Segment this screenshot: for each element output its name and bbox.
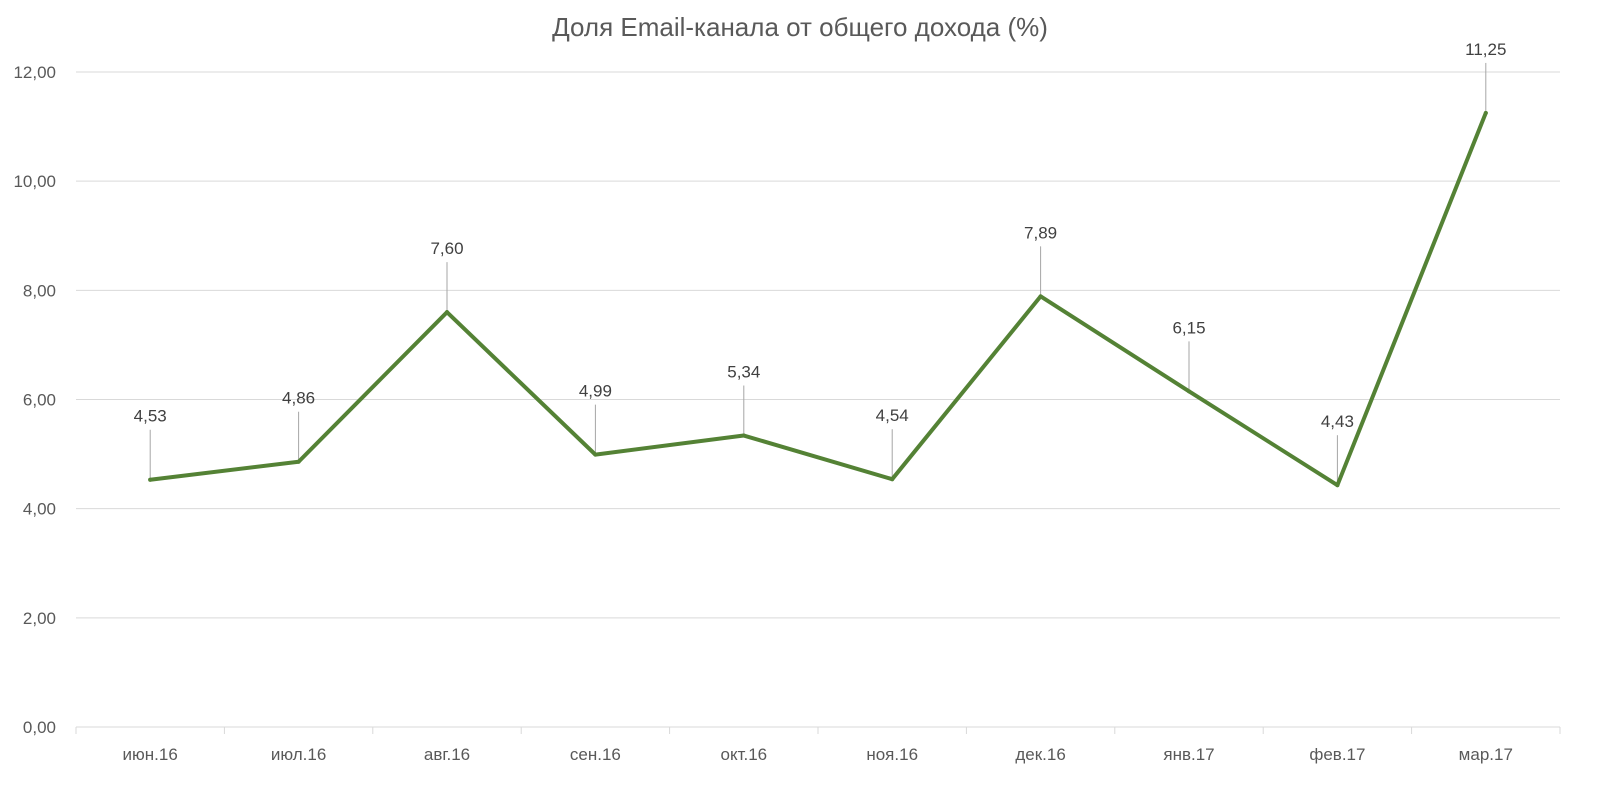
y-tick-label: 6,00 xyxy=(23,391,56,410)
x-tick-label: июл.16 xyxy=(271,745,326,764)
data-label: 4,54 xyxy=(876,406,909,425)
data-point xyxy=(890,477,895,482)
data-point xyxy=(593,452,598,457)
data-label: 7,60 xyxy=(430,239,463,258)
x-tick-label: авг.16 xyxy=(424,745,470,764)
y-tick-label: 2,00 xyxy=(23,609,56,628)
data-label: 7,89 xyxy=(1024,223,1057,242)
x-tick-label: окт.16 xyxy=(720,745,767,764)
data-label: 4,86 xyxy=(282,389,315,408)
y-tick-label: 4,00 xyxy=(23,500,56,519)
gridlines xyxy=(76,71,1560,728)
data-label: 4,43 xyxy=(1321,412,1354,431)
y-tick-label: 10,00 xyxy=(13,172,56,191)
x-axis-ticks: июн.16 июл.16 авг.16 сен.16 окт.16 ноя.16 дек.… xyxy=(75,727,1561,764)
x-tick-label: мар.17 xyxy=(1459,745,1513,764)
y-axis-ticks: 0,00 2,00 4,00 6,00 8,00 10,00 12,00 xyxy=(13,63,56,737)
data-point xyxy=(296,459,301,464)
data-label: 4,99 xyxy=(579,382,612,401)
leader-lines xyxy=(149,62,1487,486)
data-point xyxy=(148,477,153,482)
x-tick-label: фев.17 xyxy=(1309,745,1365,764)
chart-title: Доля Email-канала от общего дохода (%) xyxy=(552,12,1048,42)
x-tick-label: дек.16 xyxy=(1015,745,1065,764)
data-point xyxy=(1483,110,1488,115)
data-label: 6,15 xyxy=(1172,318,1205,337)
data-label: 11,25 xyxy=(1465,40,1506,59)
series-line xyxy=(148,110,1488,488)
data-point xyxy=(1038,294,1043,299)
y-tick-label: 0,00 xyxy=(23,718,56,737)
data-label: 4,53 xyxy=(134,407,167,426)
data-labels: 4,53 4,86 7,60 4,99 5,34 4,54 7,89 6,15 4,43 11,2… xyxy=(134,40,1507,431)
x-tick-label: июн.16 xyxy=(123,745,178,764)
data-label: 5,34 xyxy=(727,363,760,382)
y-tick-label: 8,00 xyxy=(23,281,56,300)
data-point xyxy=(1335,483,1340,488)
x-tick-label: янв.17 xyxy=(1163,745,1214,764)
data-point xyxy=(445,310,449,315)
y-tick-label: 12,00 xyxy=(13,63,56,82)
series xyxy=(148,110,1488,488)
data-point xyxy=(1187,389,1191,394)
data-point xyxy=(741,433,746,438)
x-tick-label: ноя.16 xyxy=(866,745,918,764)
x-tick-label: сен.16 xyxy=(570,745,621,764)
